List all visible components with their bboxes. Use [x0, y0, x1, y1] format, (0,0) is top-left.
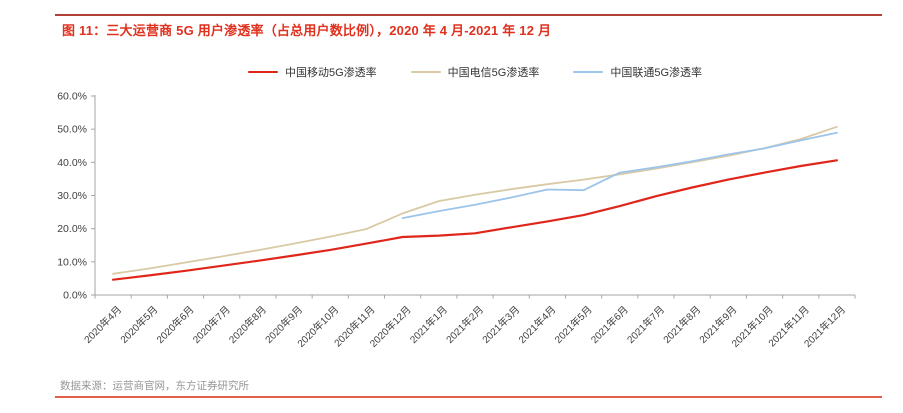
legend-label-mobile: 中国移动5G渗透率	[284, 67, 377, 79]
y-tick-label: 40.0%	[57, 157, 87, 169]
x-tick-label: 2020年5月	[117, 303, 160, 346]
x-tick-label: 2020年6月	[154, 303, 197, 346]
legend-item-unicom: 中国联通5G渗透率	[573, 64, 702, 80]
x-tick-label: 2021年4月	[516, 303, 559, 346]
legend-item-mobile: 中国移动5G渗透率	[247, 64, 377, 80]
series-line-1	[112, 125, 838, 275]
x-tick-label: 2021年6月	[588, 303, 631, 346]
series-line-0	[111, 159, 839, 281]
y-tick-label: 10.0%	[57, 256, 87, 268]
x-tick-label: 2020年4月	[81, 303, 124, 346]
telecom-line-swatch-icon	[410, 70, 441, 74]
y-tick-label: 30.0%	[57, 190, 87, 202]
y-tick-label: 20.0%	[57, 223, 87, 235]
x-tick-label: 2020年8月	[226, 303, 269, 346]
header-rule	[55, 14, 882, 16]
series-line-2	[401, 131, 838, 220]
page-title: 图 11：三大运营商 5G 用户渗透率（占总用户数比例），2020 年 4 月-…	[62, 23, 552, 38]
x-tick-label: 2021年1月	[407, 303, 450, 346]
x-tick-label: 2021年2月	[443, 303, 486, 346]
mobile-line-swatch-icon	[247, 70, 278, 74]
x-tick-label: 2020年7月	[190, 303, 233, 346]
y-tick-label: 50.0%	[57, 124, 87, 136]
source-note: 数据来源：运营商官网，东方证券研究所	[60, 380, 249, 392]
x-tick-label: 2021年8月	[660, 303, 703, 346]
x-tick-label: 2021年3月	[479, 303, 522, 346]
legend-label-telecom: 中国电信5G渗透率	[447, 67, 540, 79]
chart-legend: 中国移动5G渗透率 中国电信5G渗透率 中国联通5G渗透率	[95, 64, 855, 80]
y-tick-label: 0.0%	[63, 290, 87, 302]
y-tick-label: 60.0%	[57, 91, 87, 103]
x-tick-label: 2021年7月	[624, 303, 667, 346]
legend-item-telecom: 中国电信5G渗透率	[410, 64, 540, 80]
footer-rule	[55, 396, 882, 398]
x-tick-label: 2021年5月	[552, 303, 595, 346]
unicom-line-swatch-icon	[573, 70, 604, 74]
legend-label-unicom: 中国联通5G渗透率	[610, 67, 703, 79]
